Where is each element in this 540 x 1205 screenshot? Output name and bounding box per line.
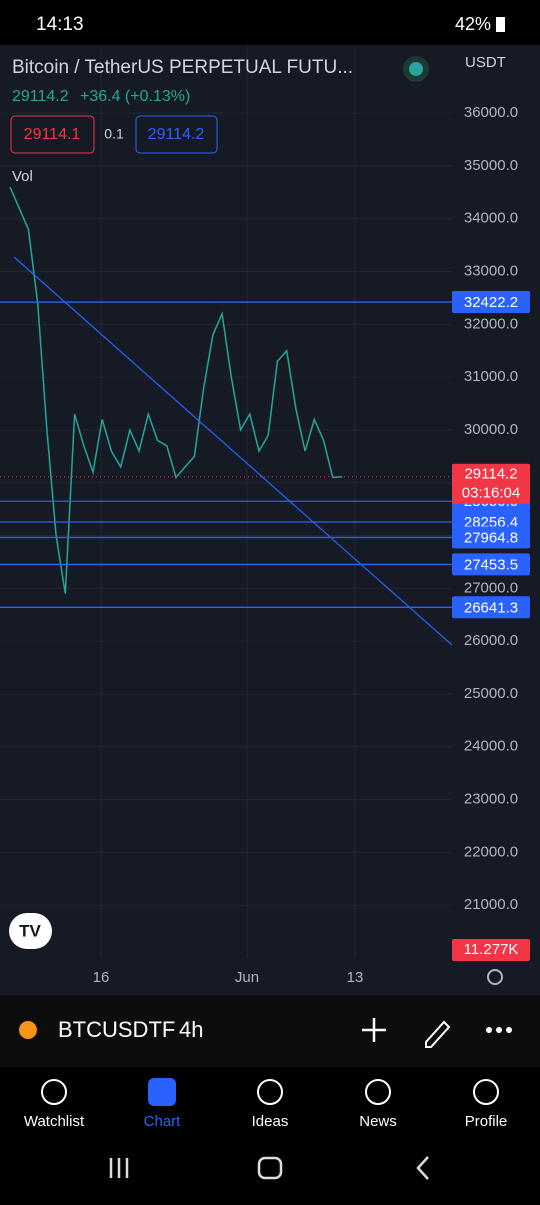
nav-item[interactable]: Ideas <box>252 1079 289 1130</box>
x-tick-label: 13 <box>347 969 364 986</box>
draw-icon[interactable] <box>425 1020 451 1048</box>
y-tick-label: 35000.0 <box>464 157 518 174</box>
nav-item[interactable]: Watchlist <box>24 1079 85 1130</box>
y-tick-label: 27000.0 <box>464 579 518 596</box>
price-level-tag <box>452 291 530 314</box>
nav-bar <box>0 1067 540 1200</box>
price-level-label: 32422.2 <box>464 294 518 311</box>
x-tick-label: Jun <box>235 969 259 986</box>
x-tick-label: 16 <box>93 969 110 986</box>
current-price-tag <box>452 463 530 504</box>
nav-icon <box>473 1079 499 1105</box>
price-level-tag <box>452 526 530 549</box>
chart-area <box>0 45 540 995</box>
battery-icon <box>496 17 505 32</box>
recent-button[interactable] <box>109 1158 129 1178</box>
y-tick-label: 22000.0 <box>464 843 518 860</box>
home-button[interactable] <box>257 1156 283 1180</box>
nav-label[interactable]: News <box>359 1113 397 1130</box>
back-button[interactable] <box>416 1156 429 1180</box>
last-price: 29114.2 <box>12 88 69 105</box>
y-tick-label: 34000.0 <box>464 210 518 227</box>
currency[interactable]: USDT <box>465 54 506 71</box>
spread: 0.1 <box>104 126 124 142</box>
y-tick-label: 36000.0 <box>464 104 518 121</box>
y-tick-label: 21000.0 <box>464 896 518 913</box>
price-level-tag <box>452 596 530 619</box>
y-tick-label: 33000.0 <box>464 263 518 280</box>
price-line <box>9 186 343 594</box>
more-icon[interactable] <box>486 1027 512 1033</box>
add-icon[interactable] <box>362 1018 386 1042</box>
buy-price[interactable]: 29114.2 <box>148 126 205 143</box>
settings-icon[interactable] <box>487 969 503 985</box>
nav-label[interactable]: Watchlist <box>24 1113 85 1130</box>
sell-box[interactable] <box>10 115 95 154</box>
y-tick-label: 30000.0 <box>464 421 518 438</box>
nav-label[interactable]: Profile <box>465 1113 508 1130</box>
y-tick-label: 23000.0 <box>464 791 518 808</box>
nav-icon <box>257 1079 283 1105</box>
nav-item[interactable]: Chart <box>144 1078 182 1130</box>
volume-label: Vol <box>12 168 33 185</box>
price-level-label: 27453.5 <box>464 556 518 573</box>
volume-tag <box>452 939 530 961</box>
status-dot <box>409 62 423 76</box>
price-level-label: 26641.3 <box>464 599 518 616</box>
price-level-label: 27964.8 <box>464 529 518 546</box>
y-tick-label: 31000.0 <box>464 368 518 385</box>
chart-title: Bitcoin / TetherUS PERPETUAL FUTU... <box>12 57 353 78</box>
plot: 21000.0 22000.0 23000.0 24000.0 25000.0 26000… <box>0 45 530 986</box>
nav-label[interactable]: Chart <box>144 1113 182 1130</box>
nav-label[interactable]: Ideas <box>252 1113 289 1130</box>
trend-line <box>13 256 453 646</box>
coin-icon <box>19 1021 37 1039</box>
current-price-label: 29114.2 <box>464 466 517 483</box>
price-change: +36.4 (+0.13%) <box>80 88 190 105</box>
toolbar <box>0 995 540 1067</box>
logo-badge <box>9 913 52 949</box>
nav: Watchlist Chart Ideas News Profile <box>24 1078 507 1130</box>
battery-text: 42% <box>455 14 491 34</box>
interval[interactable]: 4h <box>179 1017 203 1042</box>
nav-icon <box>41 1079 67 1105</box>
countdown: 03:16:04 <box>462 485 520 502</box>
y-tick-label: 24000.0 <box>464 738 518 755</box>
status-bar <box>0 0 540 45</box>
symbol[interactable]: BTCUSDTF <box>58 1017 175 1042</box>
y-tick-label: 32000.0 <box>464 315 518 332</box>
nav-item[interactable]: Profile <box>465 1079 508 1130</box>
y-tick-label: 25000.0 <box>464 685 518 702</box>
buy-box[interactable] <box>135 115 218 154</box>
nav-item[interactable]: News <box>359 1079 397 1130</box>
nav-icon-bg <box>148 1078 176 1106</box>
nav-icon <box>365 1079 391 1105</box>
volume-value: 11.277K <box>464 941 519 958</box>
sell-price[interactable]: 29114.1 <box>24 126 81 143</box>
clock: 14:13 <box>36 14 84 35</box>
y-tick-label: 26000.0 <box>464 632 518 649</box>
price-level-tag <box>452 553 530 576</box>
logo: TV <box>19 921 41 940</box>
